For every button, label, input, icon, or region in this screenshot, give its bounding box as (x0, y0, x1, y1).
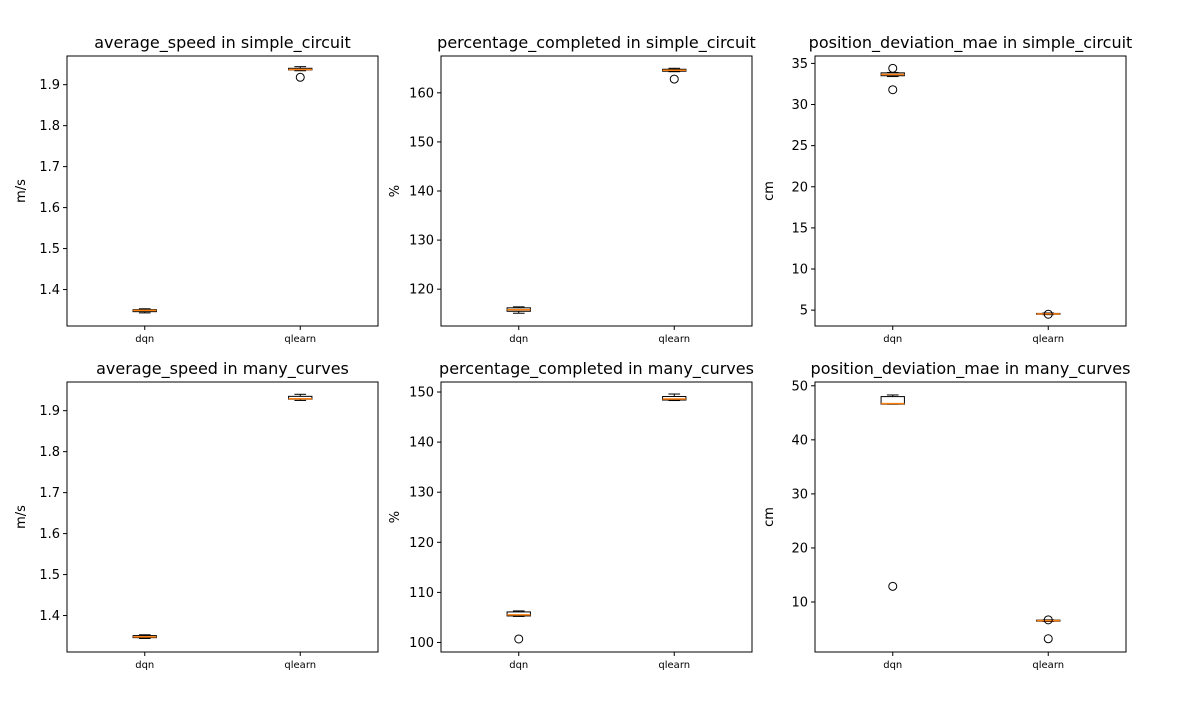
y-tick-label: 40 (791, 433, 808, 448)
y-tick-label: 130 (409, 486, 434, 501)
y-tick-label: 10 (791, 596, 808, 611)
axes-frame (814, 381, 1127, 653)
y-tick-label: 140 (409, 185, 434, 200)
y-tick-label: 1.6 (39, 527, 60, 542)
y-tick-label: 120 (409, 283, 434, 298)
y-tick-label: 1.4 (39, 283, 60, 298)
y-tick-label: 25 (791, 139, 808, 154)
boxplot-qlearn (662, 393, 687, 402)
y-tick-label: 30 (791, 487, 808, 502)
y-tick-label: 15 (791, 221, 808, 236)
x-tick-label-qlearn: qlearn (658, 334, 690, 345)
subplot-title: percentage_completed in many_curves (439, 359, 754, 379)
y-axis-label: cm (762, 507, 777, 527)
y-axis-label: % (388, 185, 403, 197)
y-tick-label: 140 (409, 436, 434, 451)
x-tick-label-dqn: dqn (883, 334, 902, 345)
x-tick-label-dqn: dqn (509, 660, 528, 671)
y-tick-label: 5 (800, 304, 808, 319)
boxplot-dqn (880, 63, 905, 95)
y-tick-label: 1.5 (39, 568, 60, 583)
y-tick-label: 160 (409, 86, 434, 101)
y-tick-label: 1.9 (39, 78, 60, 93)
y-tick-label: 1.4 (39, 609, 60, 624)
boxplot-dqn (132, 308, 157, 314)
subplot-title: average_speed in many_curves (96, 359, 349, 379)
subplot-title: average_speed in simple_circuit (94, 33, 351, 53)
outlier-point (1043, 615, 1053, 625)
y-tick-label: 1.8 (39, 445, 60, 460)
y-tick-label: 30 (791, 98, 808, 113)
boxplot-qlearn (662, 67, 687, 84)
y-axis-label: m/s (14, 505, 29, 529)
boxplot-qlearn (1036, 615, 1061, 644)
axes-frame (66, 381, 379, 653)
x-tick-label-dqn: dqn (883, 660, 902, 671)
y-tick-label: 100 (409, 636, 434, 651)
outlier-point (295, 72, 305, 82)
y-tick-label: 130 (409, 234, 434, 249)
box-iqr (506, 611, 531, 617)
x-tick-label-qlearn: qlearn (1032, 334, 1064, 345)
outlier-point (1043, 634, 1053, 644)
subplot-5: percentage_completed in many_curves% 100 1… (388, 359, 754, 671)
axes-frame (814, 55, 1127, 327)
y-axis-label: % (388, 511, 403, 523)
outlier-point (888, 581, 898, 591)
x-tick-label-dqn: dqn (509, 334, 528, 345)
x-tick-label-qlearn: qlearn (1032, 660, 1064, 671)
boxplot-qlearn (288, 66, 313, 82)
y-tick-label: 50 (791, 379, 808, 394)
y-tick-label: 10 (791, 263, 808, 278)
x-tick-label-qlearn: qlearn (284, 334, 316, 345)
y-tick-label: 110 (409, 586, 434, 601)
x-tick-label-qlearn: qlearn (284, 660, 316, 671)
box-iqr (662, 396, 687, 401)
y-tick-label: 35 (791, 57, 808, 72)
y-tick-label: 1.6 (39, 201, 60, 216)
boxplot-dqn (880, 394, 905, 591)
boxplot-qlearn (1036, 309, 1061, 319)
x-tick-label-qlearn: qlearn (658, 660, 690, 671)
outlier-point (888, 85, 898, 95)
outlier-point (888, 63, 898, 73)
subplot-3: position_deviation_mae in simple_circuit… (762, 33, 1132, 345)
axes-frame (440, 381, 753, 653)
y-tick-label: 1.5 (39, 242, 60, 257)
boxplot-dqn (506, 610, 531, 644)
subplot-title: position_deviation_mae in many_curves (811, 359, 1131, 379)
y-tick-label: 1.7 (39, 486, 60, 501)
boxplot-dqn (506, 306, 531, 314)
outlier-point (514, 634, 524, 644)
y-tick-label: 20 (791, 180, 808, 195)
y-tick-label: 150 (409, 386, 434, 401)
outlier-point (669, 74, 679, 84)
y-axis-label: m/s (14, 179, 29, 203)
boxplot-dqn (132, 634, 157, 639)
subplot-title: percentage_completed in simple_circuit (437, 33, 756, 53)
axes-frame (440, 55, 753, 327)
x-tick-label-dqn: dqn (135, 660, 154, 671)
outlier-point (1043, 309, 1053, 319)
y-tick-label: 20 (791, 541, 808, 556)
axes-frame (66, 55, 379, 327)
subplot-2: percentage_completed in simple_circuit% 1… (388, 33, 756, 345)
y-tick-label: 1.7 (39, 160, 60, 175)
boxplot-qlearn (288, 393, 313, 401)
y-tick-label: 150 (409, 135, 434, 150)
x-tick-label-dqn: dqn (135, 334, 154, 345)
y-tick-label: 120 (409, 536, 434, 551)
subplot-title: position_deviation_mae in simple_circuit (809, 33, 1133, 53)
y-tick-label: 1.8 (39, 119, 60, 134)
y-axis-label: cm (762, 181, 777, 201)
subplot-1: average_speed in simple_circuit m/s 1.4 1.5… (14, 33, 379, 345)
subplot-4: average_speed in many_curves m/s 1.4 1.5 1.6… (14, 359, 379, 671)
y-tick-label: 1.9 (39, 404, 60, 419)
